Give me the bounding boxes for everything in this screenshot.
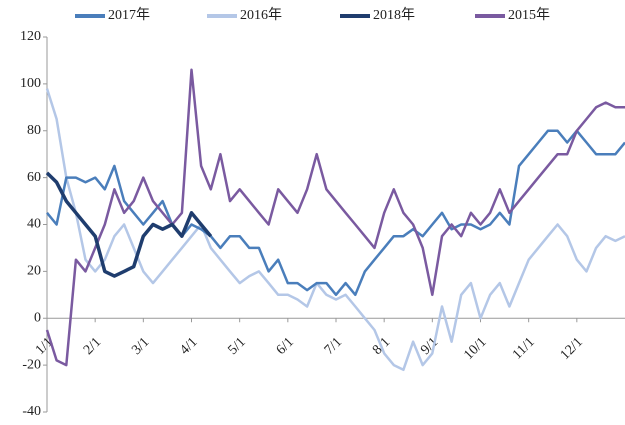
x-tick-label: 7/1 [322, 335, 345, 358]
x-tick-label: 12/1 [558, 335, 586, 363]
x-tick-label: 3/1 [129, 335, 152, 358]
x-tick-label: 11/1 [510, 335, 538, 363]
x-tick-label: 10/1 [461, 335, 489, 363]
y-tick-label: -40 [22, 404, 41, 419]
y-tick-label: 60 [27, 170, 41, 185]
series-line [45, 171, 213, 278]
legend-label: 2018年 [373, 7, 415, 23]
y-tick-label: -20 [22, 357, 41, 372]
x-tick-label: 2/1 [81, 335, 104, 358]
y-tick-label: 0 [34, 310, 41, 325]
legend-label: 2016年 [240, 7, 282, 23]
y-tick-label: 80 [27, 123, 41, 138]
legend-label: 2015年 [508, 7, 550, 23]
legend-label: 2017年 [108, 7, 150, 23]
series-line [45, 68, 625, 367]
series-line [45, 88, 625, 372]
x-tick-label: 5/1 [226, 335, 249, 358]
y-tick-label: 40 [27, 217, 41, 232]
series-line [46, 129, 625, 297]
y-tick-label: 120 [20, 29, 41, 44]
x-tick-label: 6/1 [274, 335, 297, 358]
y-tick-label: 100 [20, 76, 41, 91]
x-tick-label: 4/1 [177, 335, 200, 358]
y-tick-label: 20 [27, 264, 41, 279]
